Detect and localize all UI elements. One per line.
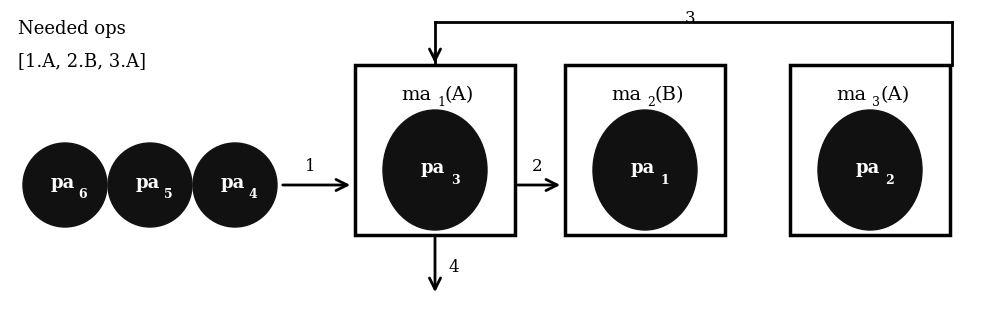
Text: 5: 5 — [164, 188, 172, 202]
Circle shape — [23, 143, 107, 227]
Text: 1: 1 — [661, 174, 669, 187]
Text: 1: 1 — [305, 158, 315, 175]
Text: (A): (A) — [880, 86, 909, 104]
Text: [1.A, 2.B, 3.A]: [1.A, 2.B, 3.A] — [18, 52, 146, 70]
Text: Needed ops: Needed ops — [18, 20, 126, 38]
Bar — [565, 65, 725, 235]
Text: pa: pa — [51, 174, 75, 192]
Ellipse shape — [593, 110, 697, 230]
Text: 1: 1 — [437, 96, 445, 109]
Ellipse shape — [818, 110, 922, 230]
Text: 4: 4 — [448, 259, 459, 277]
Text: pa: pa — [856, 159, 880, 177]
Text: 3: 3 — [872, 96, 880, 109]
Text: 4: 4 — [249, 188, 257, 202]
Text: ma: ma — [401, 86, 431, 104]
Text: (A): (A) — [445, 86, 474, 104]
Text: (B): (B) — [655, 86, 684, 104]
Text: pa: pa — [421, 159, 445, 177]
Text: ma: ma — [836, 86, 866, 104]
Text: 3: 3 — [451, 174, 459, 187]
Text: pa: pa — [221, 174, 245, 192]
Bar — [790, 65, 950, 235]
Ellipse shape — [383, 110, 487, 230]
Text: pa: pa — [631, 159, 655, 177]
Text: 2: 2 — [886, 174, 894, 187]
Circle shape — [108, 143, 192, 227]
Text: 3: 3 — [685, 10, 695, 27]
Text: ma: ma — [611, 86, 641, 104]
Circle shape — [193, 143, 277, 227]
Text: 6: 6 — [79, 188, 87, 202]
Text: pa: pa — [136, 174, 160, 192]
Bar — [355, 65, 515, 235]
Text: 2: 2 — [647, 96, 655, 109]
Text: 2: 2 — [532, 158, 542, 175]
